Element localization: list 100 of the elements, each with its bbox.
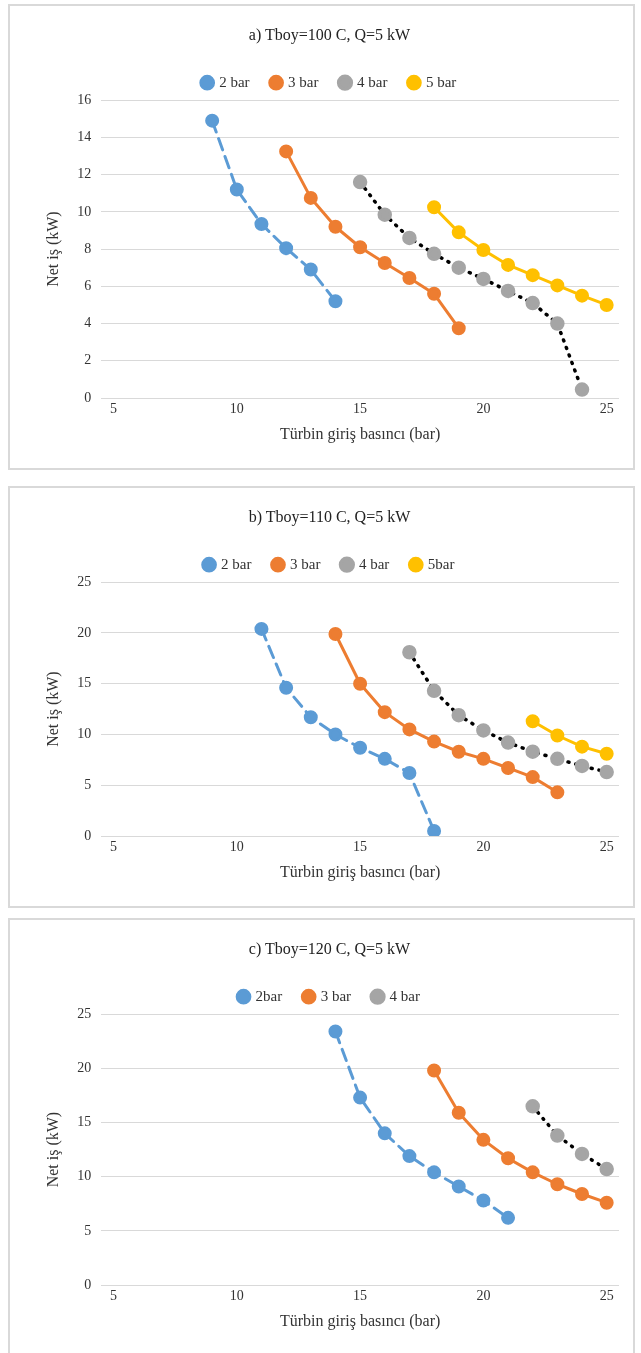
legend-label: 3 bar <box>288 73 319 90</box>
point <box>599 746 614 761</box>
x-axis-title: Türbin giriş basıncı (bar) <box>279 1311 441 1330</box>
point <box>550 751 565 767</box>
y-axis-title: Net iş (kW) <box>43 211 62 287</box>
point <box>328 219 343 234</box>
point <box>426 246 442 261</box>
y-axis-title: Net iş (kW) <box>43 1111 62 1188</box>
y-tick-label: 0 <box>84 827 92 843</box>
y-tick-label: 4 <box>84 315 92 331</box>
y-tick-label: 0 <box>84 1276 92 1292</box>
chart-title: a) Tboy=100 C, Q=5 kW <box>248 25 412 44</box>
x-tick-label: 25 <box>599 1288 614 1304</box>
point <box>525 714 540 729</box>
legend-label: 3 bar <box>320 987 352 1004</box>
x-tick-label: 5 <box>110 401 118 417</box>
x-tick-label: 20 <box>476 1288 491 1304</box>
point <box>377 207 393 222</box>
x-tick-label: 25 <box>599 401 614 417</box>
point <box>352 174 368 190</box>
point <box>501 1210 516 1225</box>
point <box>451 1179 466 1194</box>
point <box>427 1165 442 1180</box>
point <box>500 283 516 299</box>
point <box>303 190 318 205</box>
point <box>476 723 491 738</box>
point <box>525 268 540 283</box>
x-tick-label: 10 <box>229 839 244 855</box>
point <box>599 764 614 780</box>
x-tick-label: 15 <box>353 1288 368 1304</box>
y-tick-label: 20 <box>77 1060 92 1076</box>
point <box>402 645 417 660</box>
point <box>402 230 417 246</box>
legend-label: 2 bar <box>219 73 250 90</box>
y-tick-label: 10 <box>77 203 92 219</box>
point <box>279 241 294 256</box>
x-tick-label: 25 <box>599 839 614 855</box>
point <box>402 766 417 781</box>
point <box>451 225 466 240</box>
point <box>525 770 540 785</box>
point <box>205 113 220 128</box>
point <box>377 1126 392 1141</box>
point <box>476 1132 491 1147</box>
point <box>525 744 540 759</box>
point <box>574 1146 590 1162</box>
point <box>254 621 269 636</box>
point <box>500 735 516 750</box>
point <box>402 270 417 285</box>
y-tick-label: 10 <box>77 1168 92 1184</box>
point <box>427 734 442 749</box>
point <box>254 216 269 231</box>
y-tick-label: 12 <box>77 166 92 182</box>
x-tick-label: 5 <box>110 1288 118 1304</box>
point <box>476 271 491 287</box>
y-tick-label: 6 <box>84 278 92 293</box>
point <box>427 286 442 301</box>
point <box>451 260 466 275</box>
point <box>501 760 516 775</box>
point <box>501 257 516 272</box>
point <box>550 1128 565 1143</box>
point <box>279 144 294 159</box>
point <box>328 626 343 641</box>
point <box>377 256 392 271</box>
point <box>402 1149 417 1164</box>
point <box>451 707 466 723</box>
y-tick-label: 15 <box>77 675 92 691</box>
point <box>525 295 540 311</box>
y-tick-label: 5 <box>84 776 92 792</box>
point <box>427 200 442 215</box>
point <box>599 1161 614 1177</box>
point <box>476 1193 491 1208</box>
point <box>476 243 491 258</box>
point <box>402 722 417 737</box>
point <box>574 382 590 397</box>
legend-label: 4 bar <box>358 555 390 572</box>
point <box>427 1063 442 1078</box>
y-tick-label: 0 <box>84 389 92 405</box>
point <box>377 751 392 766</box>
y-tick-label: 10 <box>77 726 92 742</box>
x-tick-label: 15 <box>353 401 368 417</box>
point <box>550 1177 565 1192</box>
y-tick-label: 14 <box>77 129 92 145</box>
x-tick-label: 20 <box>476 839 491 855</box>
point <box>303 262 318 277</box>
point <box>550 316 565 331</box>
point <box>328 1024 343 1039</box>
point <box>525 1165 540 1180</box>
point <box>451 744 466 759</box>
y-tick-label: 2 <box>84 352 92 368</box>
point <box>550 278 565 293</box>
y-axis-title: Net iş (kW) <box>43 671 62 747</box>
y-tick-label: 25 <box>77 573 92 589</box>
point <box>353 1090 368 1105</box>
legend-label: 4 bar <box>389 987 420 1004</box>
point <box>328 727 343 742</box>
x-tick-label: 15 <box>353 839 368 855</box>
point <box>328 294 343 309</box>
y-tick-label: 5 <box>84 1222 92 1238</box>
point <box>599 297 614 312</box>
chart-title: b) Tboy=110 C, Q=5 kW <box>248 507 412 526</box>
